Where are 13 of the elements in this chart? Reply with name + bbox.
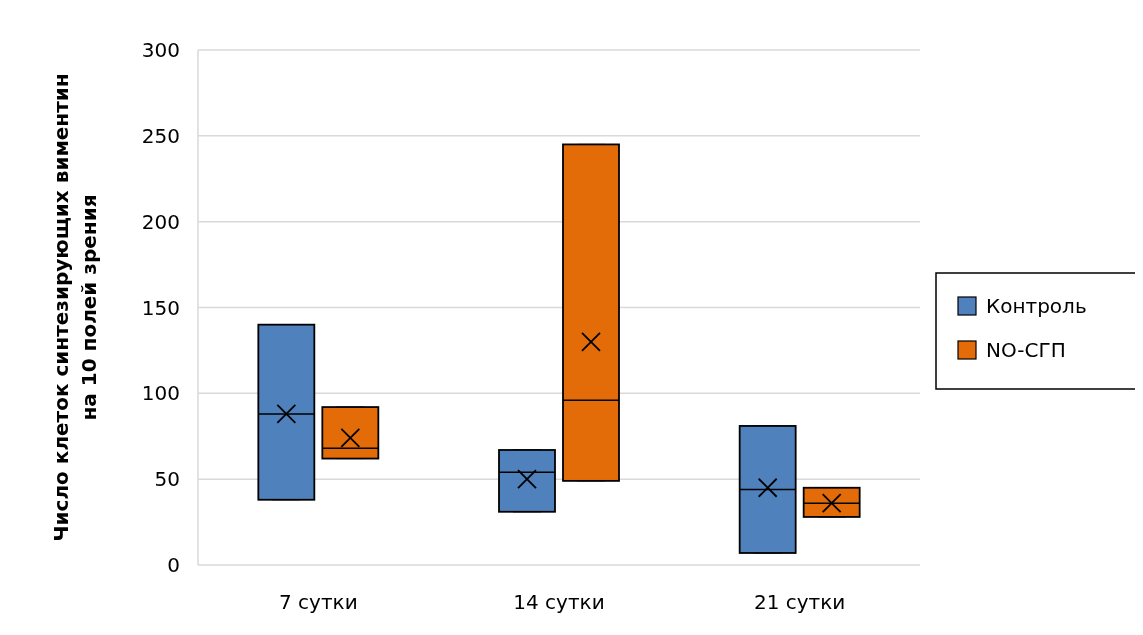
- y-tick-label: 300: [141, 38, 180, 62]
- y-tick-label: 200: [141, 209, 180, 234]
- y-tick-label: 0: [167, 553, 180, 577]
- legend-label: NO-СГП: [986, 338, 1066, 362]
- y-tick-label: 250: [141, 123, 180, 148]
- x-tick-label: 7 сутки: [279, 590, 358, 614]
- y-axis-title: Число клеток синтезирующих виментин на 10 полей зрения: [49, 73, 101, 542]
- x-tick-label: 14 сутки: [513, 590, 605, 614]
- y-tick-label: 50: [154, 467, 180, 492]
- y-tick-label: 100: [141, 381, 180, 406]
- legend-label: Контроль: [986, 294, 1087, 318]
- y-tick-label: 150: [141, 295, 180, 320]
- x-tick-label: 21 сутки: [753, 590, 846, 614]
